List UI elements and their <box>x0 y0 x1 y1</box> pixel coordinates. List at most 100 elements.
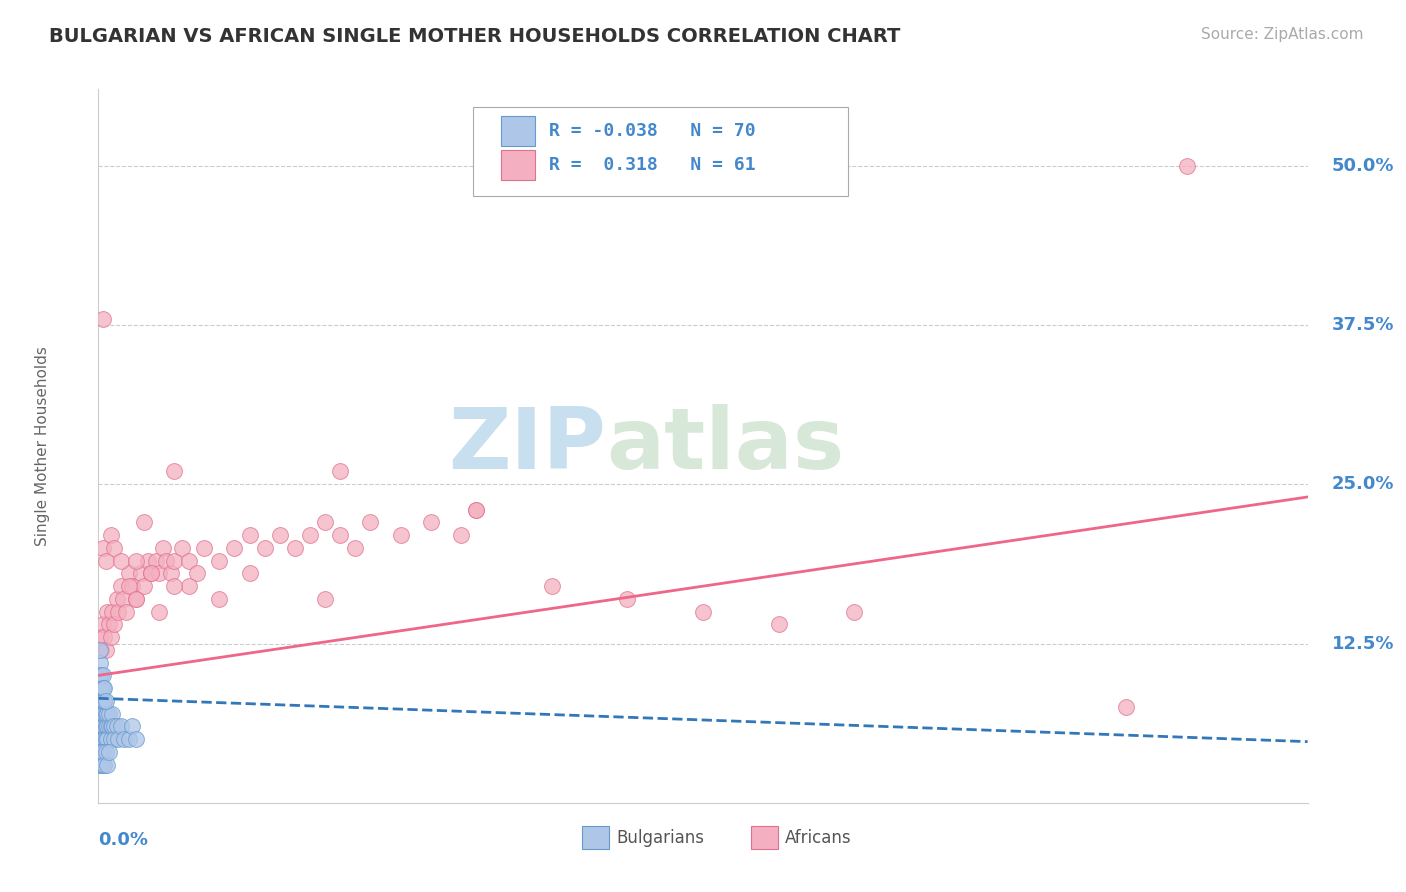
Point <box>125 732 148 747</box>
Point <box>239 566 262 581</box>
Point <box>155 554 177 568</box>
Point <box>141 566 163 581</box>
Point <box>93 694 115 708</box>
Point <box>94 732 117 747</box>
Point <box>179 554 201 568</box>
Point <box>314 516 336 530</box>
Text: BULGARIAN VS AFRICAN SINGLE MOTHER HOUSEHOLDS CORRELATION CHART: BULGARIAN VS AFRICAN SINGLE MOTHER HOUSE… <box>49 27 901 45</box>
Point <box>101 605 124 619</box>
Point <box>152 541 174 555</box>
Point <box>148 605 170 619</box>
Point <box>465 502 488 516</box>
Point <box>91 541 114 555</box>
Point <box>89 745 111 759</box>
Text: R =  0.318   N = 61: R = 0.318 N = 61 <box>550 156 756 174</box>
Point <box>107 732 129 747</box>
Point <box>91 757 114 772</box>
Point <box>129 566 152 581</box>
Point <box>89 706 111 721</box>
Point <box>93 630 115 644</box>
Point <box>96 757 118 772</box>
Point <box>89 757 111 772</box>
Point <box>94 554 117 568</box>
Point <box>193 541 215 555</box>
Point <box>94 745 117 759</box>
Point <box>89 681 111 695</box>
Text: Single Mother Households: Single Mother Households <box>35 346 51 546</box>
Point <box>329 528 352 542</box>
Point <box>420 516 443 530</box>
Point <box>163 554 186 568</box>
Text: ZIP: ZIP <box>449 404 606 488</box>
Point <box>389 528 412 542</box>
Text: Source: ZipAtlas.com: Source: ZipAtlas.com <box>1201 27 1364 42</box>
Text: 50.0%: 50.0% <box>1331 157 1395 175</box>
Point <box>98 706 121 721</box>
Point <box>93 681 115 695</box>
Point <box>148 566 170 581</box>
Point <box>107 605 129 619</box>
Point <box>616 591 638 606</box>
Point <box>299 528 322 542</box>
Point <box>112 732 135 747</box>
Point <box>160 566 183 581</box>
Point <box>125 591 148 606</box>
Bar <box>582 826 609 849</box>
Point <box>93 719 115 733</box>
Point <box>89 732 111 747</box>
Point <box>96 732 118 747</box>
Point <box>103 617 125 632</box>
Text: 12.5%: 12.5% <box>1331 634 1395 653</box>
Point <box>100 630 122 644</box>
Point <box>89 719 111 733</box>
Text: 25.0%: 25.0% <box>1331 475 1395 493</box>
Point <box>89 745 111 759</box>
Bar <box>501 116 534 145</box>
Point <box>163 579 186 593</box>
Point <box>314 591 336 606</box>
Text: Africans: Africans <box>785 829 852 847</box>
Point <box>94 706 117 721</box>
Point <box>91 681 114 695</box>
Point <box>344 541 367 555</box>
Point <box>125 591 148 606</box>
Point <box>96 719 118 733</box>
Text: atlas: atlas <box>606 404 845 488</box>
Point <box>90 643 112 657</box>
Point <box>111 591 134 606</box>
Point <box>179 579 201 593</box>
Point <box>90 719 112 733</box>
Bar <box>751 826 778 849</box>
Point <box>103 719 125 733</box>
Point <box>90 681 112 695</box>
Text: 37.5%: 37.5% <box>1331 316 1395 334</box>
Point <box>253 541 276 555</box>
Point <box>132 516 155 530</box>
Point <box>98 617 121 632</box>
Point <box>96 706 118 721</box>
Point <box>89 630 111 644</box>
Point <box>125 554 148 568</box>
Point <box>118 732 141 747</box>
Point <box>118 579 141 593</box>
Point <box>145 554 167 568</box>
Point <box>89 668 111 682</box>
Point <box>103 732 125 747</box>
Point <box>118 566 141 581</box>
Bar <box>501 150 534 180</box>
Point <box>110 719 132 733</box>
Point <box>91 706 114 721</box>
Point <box>103 541 125 555</box>
Point <box>1115 700 1137 714</box>
Point <box>90 745 112 759</box>
Point <box>89 694 111 708</box>
Point <box>94 719 117 733</box>
Point <box>100 719 122 733</box>
Point <box>91 668 114 682</box>
Point <box>90 732 112 747</box>
Point <box>136 554 159 568</box>
Point <box>91 694 114 708</box>
Point <box>89 732 111 747</box>
Point <box>101 706 124 721</box>
FancyBboxPatch shape <box>474 107 848 196</box>
